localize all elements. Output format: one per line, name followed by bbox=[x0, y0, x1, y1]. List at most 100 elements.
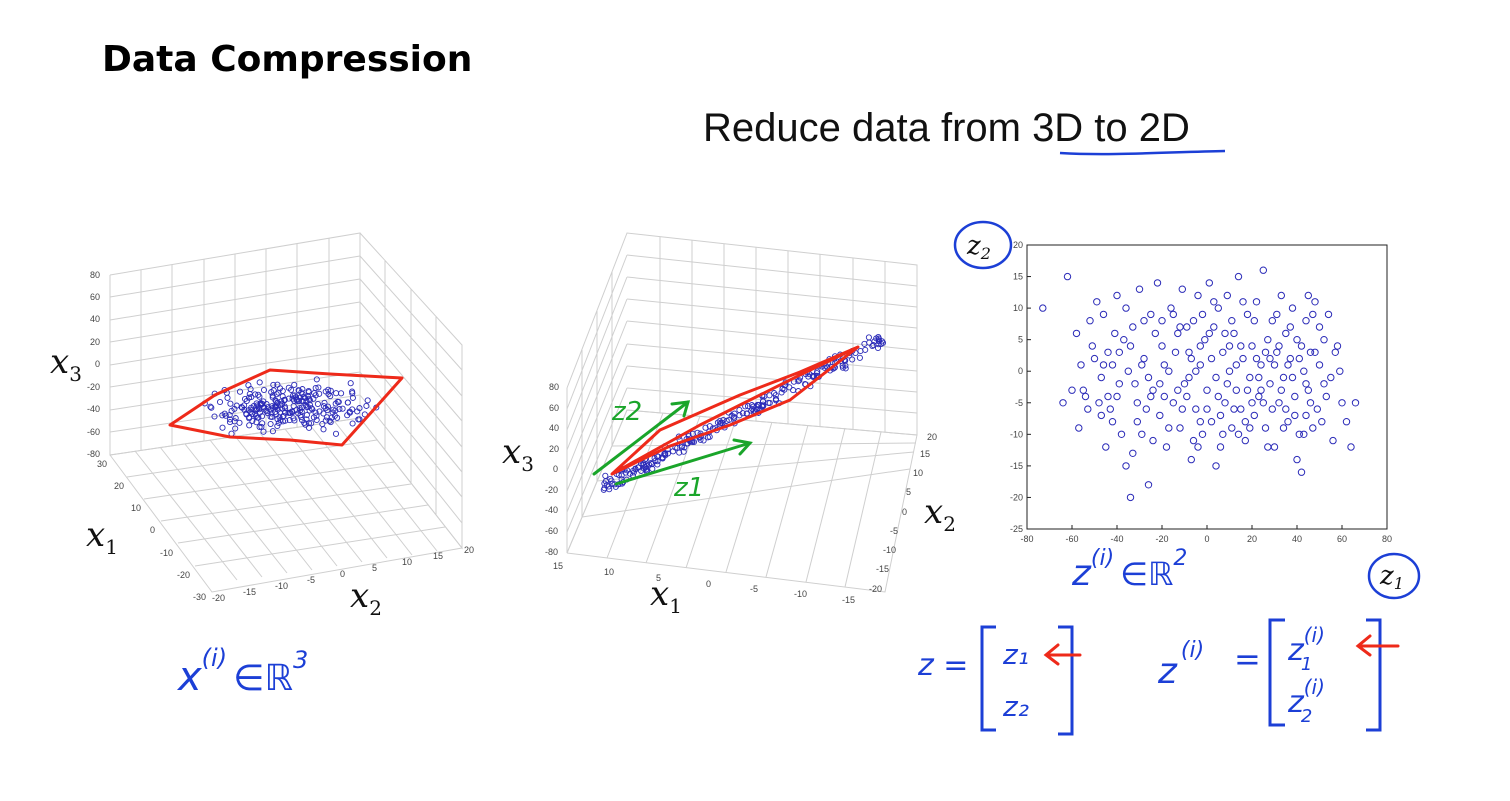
plot3d-left-point bbox=[332, 400, 339, 407]
scatter-point bbox=[1266, 354, 1274, 363]
scatter-point bbox=[1228, 424, 1236, 432]
plot3d-left-point bbox=[320, 403, 327, 410]
plot3d-left-point bbox=[267, 413, 274, 420]
slide-subtitle: Reduce data from 3D to 2D bbox=[703, 104, 1190, 152]
scatter-point bbox=[1318, 418, 1326, 426]
plot3d-left-point bbox=[324, 403, 332, 410]
plot3d-left-point bbox=[211, 413, 218, 420]
plot3d-mid-point bbox=[706, 433, 713, 440]
plot3d-left-point bbox=[349, 420, 356, 427]
x2-tick: -10 bbox=[883, 545, 896, 555]
scatter-point bbox=[1174, 329, 1182, 338]
plot3d-left-point bbox=[364, 397, 371, 404]
scatter-point bbox=[1302, 317, 1310, 325]
hand-z1i-entry: z(i) 1 bbox=[1287, 623, 1325, 675]
scatter-plot: -80 -60 -40 -20 0 20 40 60 80 20 15 10 5 0 -5 -10 -15 -2… bbox=[1010, 240, 1392, 544]
plot3d-left-point bbox=[252, 412, 260, 420]
scatter-point bbox=[1158, 317, 1166, 325]
z-tick: 80 bbox=[549, 382, 559, 392]
plot3d-left-point bbox=[363, 402, 370, 409]
plot3d-mid-point bbox=[642, 464, 649, 471]
scatter-point bbox=[1275, 342, 1283, 350]
z-tick: -80 bbox=[545, 547, 558, 557]
circle-z1-annotation bbox=[1367, 552, 1421, 600]
scatter-point bbox=[1324, 310, 1333, 319]
scatter-point bbox=[1286, 323, 1295, 331]
scatter-point bbox=[1106, 405, 1115, 413]
z-tick: 60 bbox=[90, 292, 100, 302]
plot3d-left-point bbox=[301, 419, 308, 426]
scatter-point bbox=[1097, 411, 1106, 420]
z-tick: -20 bbox=[545, 485, 558, 495]
plot3d-mid-plane-outline bbox=[610, 345, 860, 476]
plot3d-left-point bbox=[285, 384, 292, 391]
scatter-point bbox=[1183, 392, 1191, 401]
x2-tick: 15 bbox=[920, 449, 930, 459]
plot3d-left-point bbox=[322, 417, 329, 424]
left-bracket bbox=[980, 625, 996, 732]
scatter-x-tick-label: 80 bbox=[1382, 534, 1392, 544]
plot3d-left-point bbox=[321, 399, 328, 406]
z-tick: -40 bbox=[545, 505, 558, 515]
plot3d-left-point bbox=[291, 381, 298, 388]
plot3d-left-point bbox=[303, 411, 310, 419]
scatter-point bbox=[1117, 430, 1126, 438]
plot3d-left-points bbox=[201, 376, 380, 437]
plot3d-mid-point bbox=[601, 480, 608, 487]
scatter-y-tick-label: -15 bbox=[1010, 461, 1023, 471]
plot3d-mid-grid bbox=[566, 232, 918, 593]
z-tick: 60 bbox=[549, 403, 559, 413]
plot3d-mid-plane-outline-lower bbox=[611, 345, 859, 476]
scatter-x-tick-label: -60 bbox=[1065, 534, 1078, 544]
scatter-point bbox=[1122, 304, 1130, 312]
scatter-y-tick-label: -25 bbox=[1010, 524, 1023, 534]
scatter-point bbox=[1187, 455, 1196, 464]
scatter-point bbox=[1232, 386, 1241, 394]
scatter-point bbox=[1160, 392, 1169, 401]
plot3d-mid: 80 60 40 20 0 -20 -40 -60 -80 15 10 5 0 … bbox=[545, 232, 937, 605]
x2-tick: 5 bbox=[372, 563, 377, 573]
scatter-y-tick-label: 10 bbox=[1013, 303, 1023, 313]
scatter-point bbox=[1111, 329, 1119, 338]
scatter-point bbox=[1210, 298, 1218, 306]
scatter-point bbox=[1185, 348, 1193, 356]
x2-tick: -20 bbox=[869, 584, 882, 594]
plot3d-left-point bbox=[311, 390, 318, 397]
plot3d-mid-point bbox=[702, 424, 709, 431]
z-tick: -20 bbox=[87, 382, 100, 392]
scatter-point bbox=[1315, 361, 1324, 369]
scatter-point bbox=[1081, 392, 1090, 401]
plot3d-mid-point bbox=[723, 417, 730, 424]
scatter-point bbox=[1309, 424, 1317, 432]
scatter-point bbox=[1306, 399, 1315, 407]
plot3d-mid-point bbox=[730, 413, 737, 420]
scatter-point bbox=[1261, 348, 1270, 356]
scatter-point bbox=[1300, 430, 1308, 438]
plot3d-mid-zlabel: x3 bbox=[502, 432, 534, 476]
plot3d-mid-point bbox=[739, 410, 746, 417]
x2-tick: 15 bbox=[433, 551, 443, 561]
arrow-z2 bbox=[592, 400, 690, 476]
arrow-label-z1: z1 bbox=[673, 473, 704, 503]
plot3d-mid-point bbox=[779, 385, 786, 392]
scatter-point bbox=[1192, 367, 1200, 375]
scatter-point bbox=[1311, 298, 1319, 306]
plot3d-left-point bbox=[246, 422, 253, 429]
scatter-point bbox=[1336, 367, 1344, 375]
scatter-point bbox=[1102, 443, 1110, 451]
x2-tick: -5 bbox=[307, 575, 315, 585]
plot3d-left-point bbox=[310, 395, 317, 402]
scatter-point bbox=[1248, 399, 1256, 407]
x1-tick: 5 bbox=[656, 573, 661, 583]
scatter-point bbox=[1293, 336, 1301, 344]
scatter-point bbox=[1250, 317, 1259, 325]
x2-tick: 0 bbox=[340, 569, 345, 579]
scatter-point bbox=[1214, 304, 1223, 312]
scatter-point bbox=[1219, 348, 1227, 356]
scatter-point bbox=[1268, 317, 1277, 325]
plot3d-left-point bbox=[298, 404, 305, 411]
hand-z1-entry: z₁ bbox=[1002, 638, 1029, 671]
scatter-point bbox=[1273, 310, 1281, 319]
plot3d-mid-point bbox=[857, 347, 864, 355]
hand-z-equals: z = bbox=[917, 648, 968, 683]
